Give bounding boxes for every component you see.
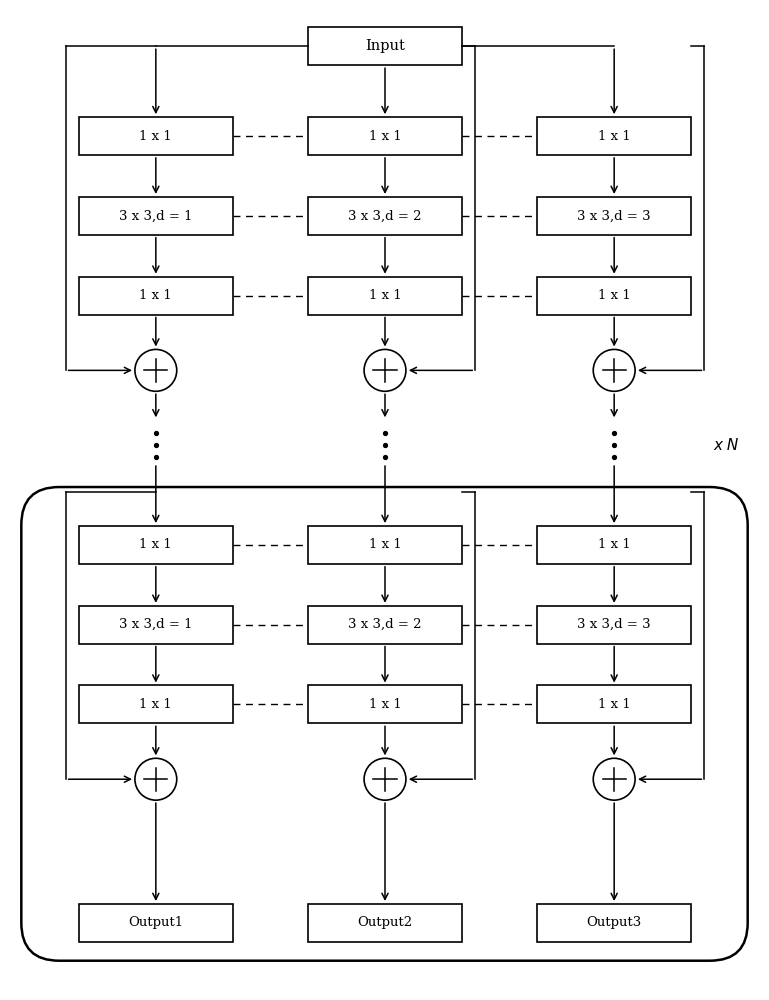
Text: 1 x 1: 1 x 1 [368,289,401,302]
Text: 3 x 3,d = 3: 3 x 3,d = 3 [578,209,651,222]
Text: Output3: Output3 [587,916,642,929]
Text: Input: Input [365,39,405,53]
FancyBboxPatch shape [537,117,691,155]
Text: 1 x 1: 1 x 1 [368,698,401,711]
FancyBboxPatch shape [78,606,233,644]
Text: 1 x 1: 1 x 1 [598,538,631,551]
Text: 1 x 1: 1 x 1 [598,289,631,302]
Text: 1 x 1: 1 x 1 [598,130,631,143]
FancyBboxPatch shape [537,904,691,942]
Text: 3 x 3,d = 1: 3 x 3,d = 1 [119,618,192,631]
Text: 3 x 3,d = 2: 3 x 3,d = 2 [348,209,421,222]
Text: 1 x 1: 1 x 1 [368,130,401,143]
FancyBboxPatch shape [308,277,462,315]
FancyBboxPatch shape [308,526,462,564]
Text: 3 x 3,d = 2: 3 x 3,d = 2 [348,618,421,631]
FancyBboxPatch shape [78,117,233,155]
Text: 1 x 1: 1 x 1 [139,698,172,711]
Text: 1 x 1: 1 x 1 [598,698,631,711]
Text: 1 x 1: 1 x 1 [139,289,172,302]
FancyBboxPatch shape [78,685,233,723]
FancyBboxPatch shape [78,277,233,315]
FancyBboxPatch shape [537,277,691,315]
FancyBboxPatch shape [537,606,691,644]
FancyBboxPatch shape [308,197,462,235]
Text: 1 x 1: 1 x 1 [368,538,401,551]
FancyBboxPatch shape [537,197,691,235]
FancyBboxPatch shape [308,27,462,65]
FancyBboxPatch shape [537,685,691,723]
FancyBboxPatch shape [308,117,462,155]
Text: 3 x 3,d = 1: 3 x 3,d = 1 [119,209,192,222]
FancyBboxPatch shape [78,526,233,564]
FancyBboxPatch shape [537,526,691,564]
FancyBboxPatch shape [308,685,462,723]
Text: 1 x 1: 1 x 1 [139,130,172,143]
FancyBboxPatch shape [308,606,462,644]
Text: x N: x N [714,438,738,453]
FancyBboxPatch shape [308,904,462,942]
Text: Output2: Output2 [358,916,412,929]
Text: 1 x 1: 1 x 1 [139,538,172,551]
Text: 3 x 3,d = 3: 3 x 3,d = 3 [578,618,651,631]
Text: Output1: Output1 [128,916,183,929]
FancyBboxPatch shape [78,904,233,942]
FancyBboxPatch shape [78,197,233,235]
